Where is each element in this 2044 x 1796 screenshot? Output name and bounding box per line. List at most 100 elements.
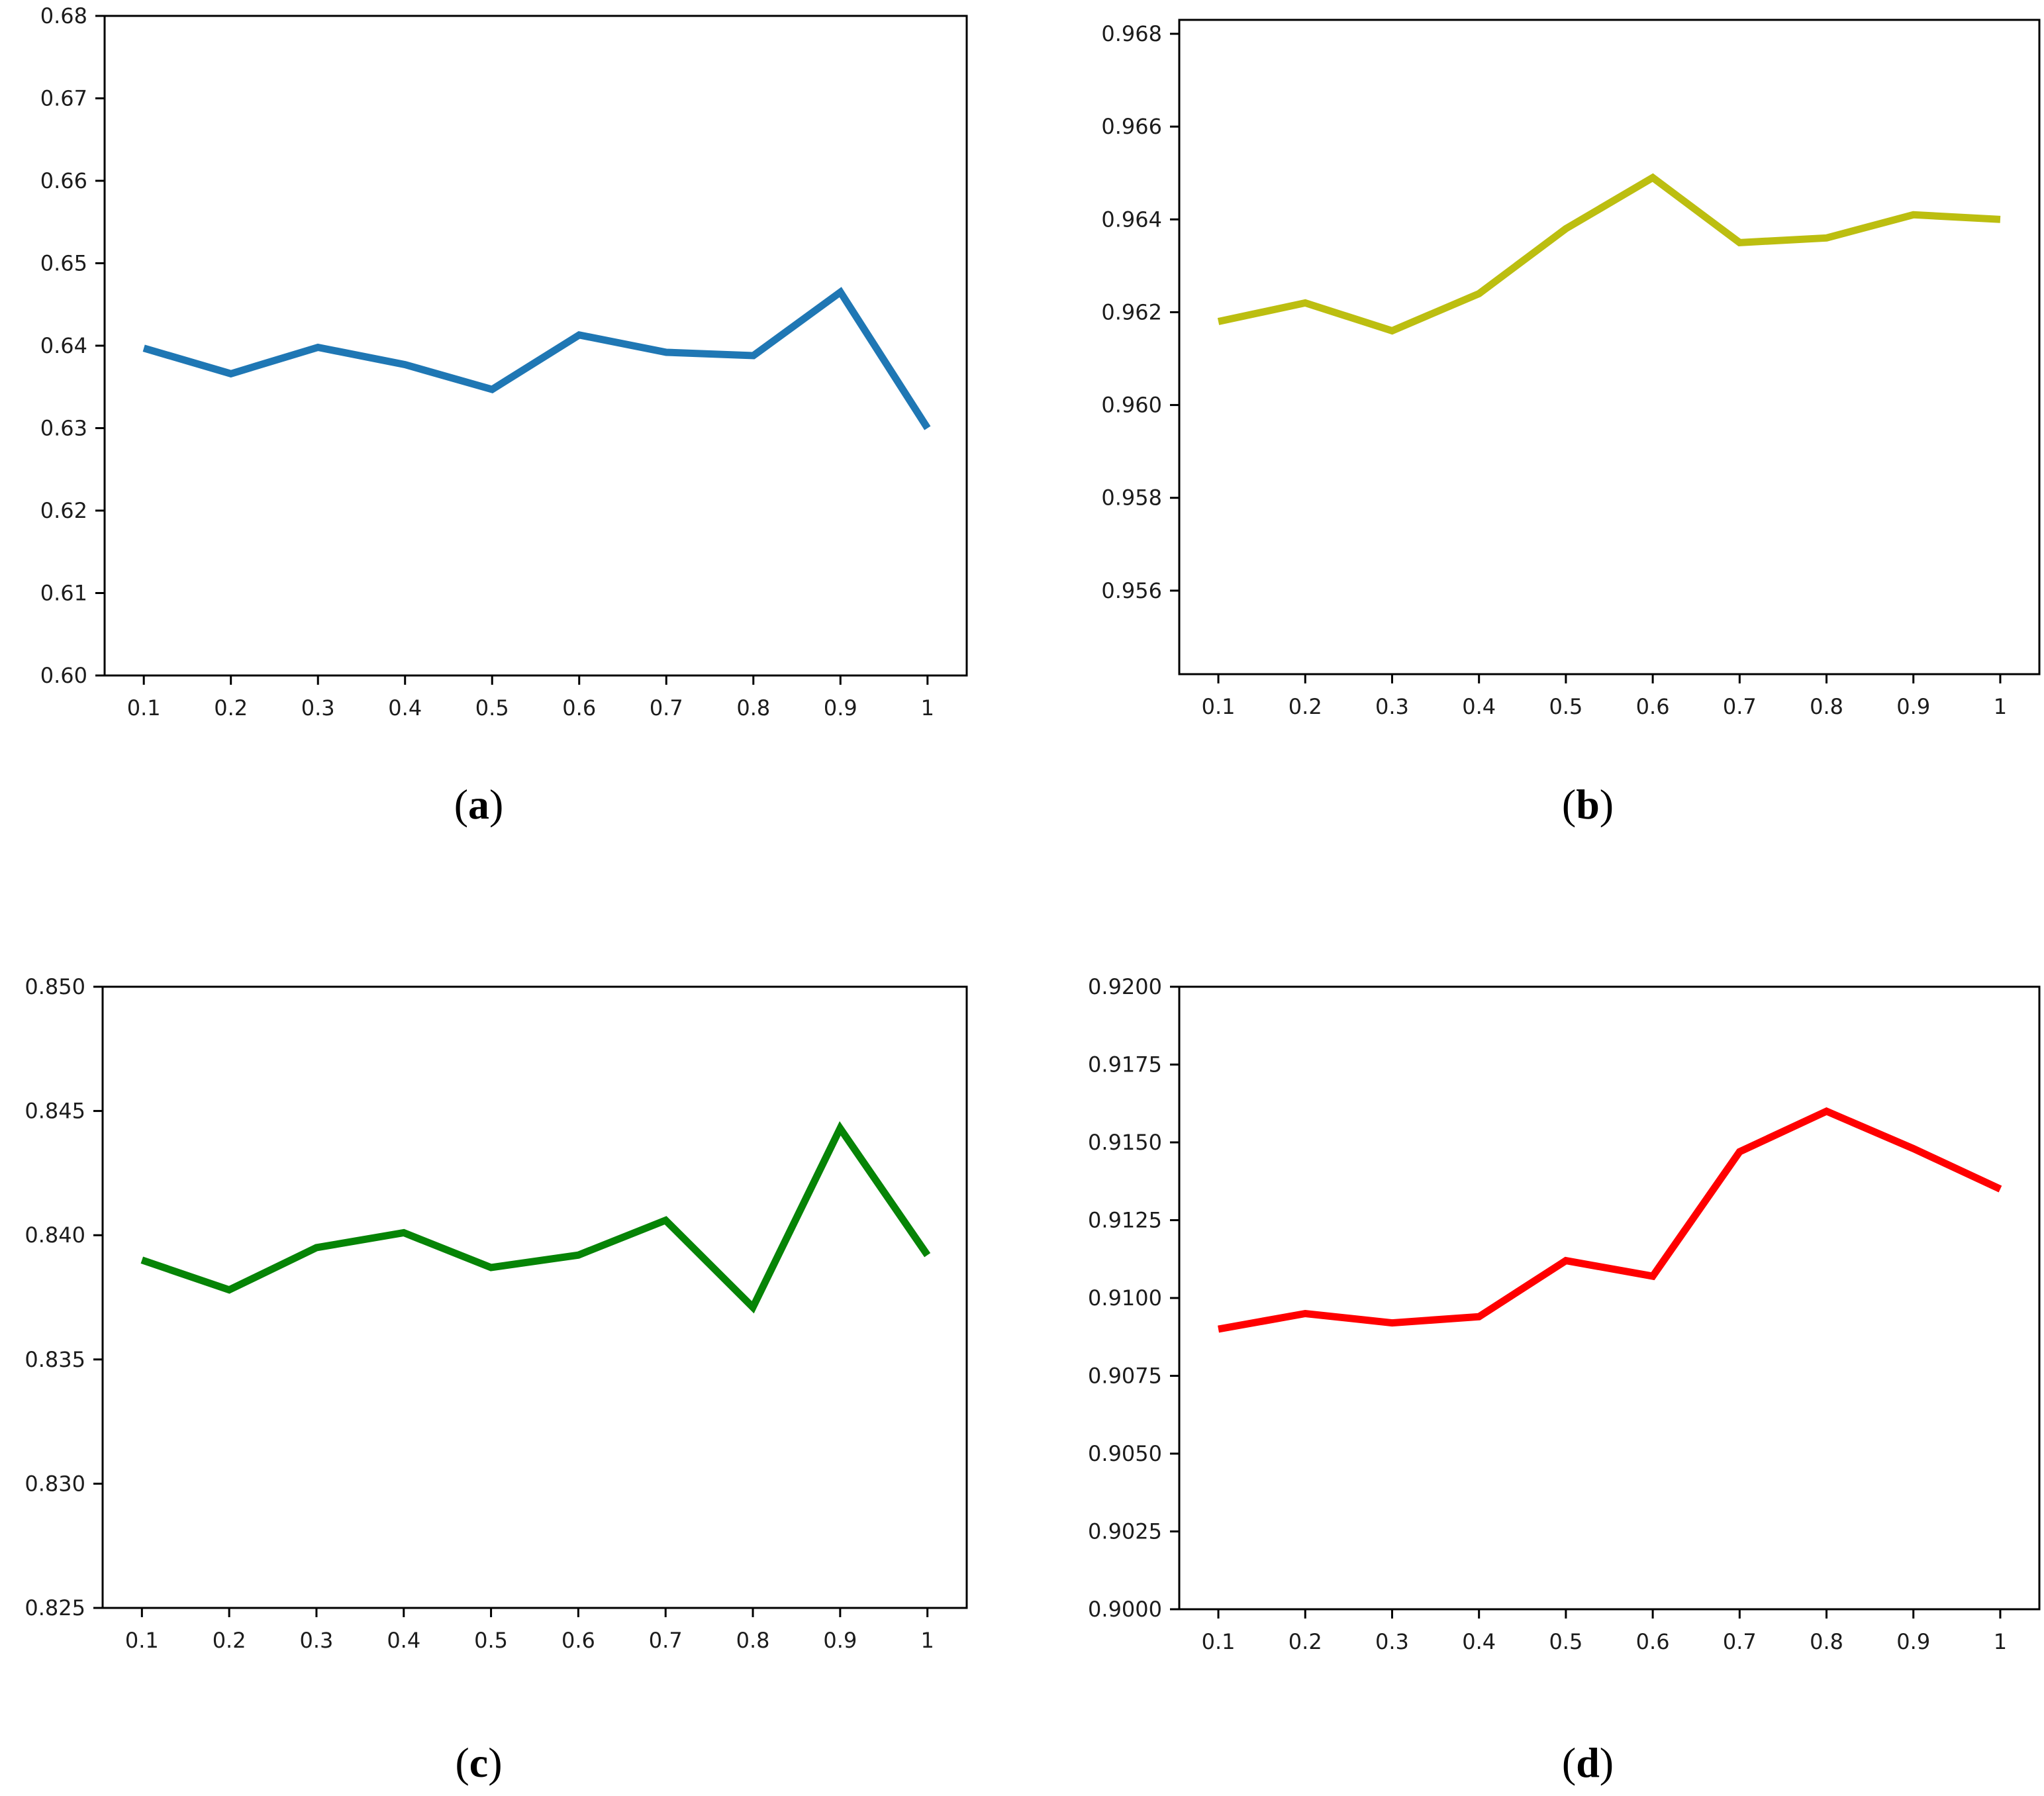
chart-a-plot: 0.600.610.620.630.640.650.660.670.680.1 0… <box>40 3 968 721</box>
y-tick-label: 0.62 <box>40 498 87 523</box>
y-tick-label: 0.65 <box>40 251 87 276</box>
y-tick-label: 0.67 <box>40 86 87 111</box>
y-tick-label: 0.9125 <box>1088 1208 1162 1233</box>
x-tick-label: 0.8 <box>736 1628 770 1653</box>
x-tick-label: 0.2 <box>1289 694 1322 719</box>
y-tick-label: 0.956 <box>1101 578 1162 603</box>
y-tick-label: 0.9200 <box>1088 974 1162 999</box>
x-tick-label: 0.7 <box>649 1628 683 1653</box>
data-line-b <box>1217 173 2001 335</box>
y-tick-label: 0.9100 <box>1088 1285 1162 1311</box>
data-line-d <box>1218 1107 2002 1333</box>
y-tick-label: 0.64 <box>40 333 87 358</box>
caption-c-open-paren: ( <box>455 1739 469 1786</box>
x-tick-label: 0.2 <box>1289 1629 1322 1654</box>
caption-d-letter: d <box>1576 1739 1600 1786</box>
x-tick-label: 0.9 <box>824 695 857 721</box>
y-tick-label: 0.9050 <box>1088 1441 1162 1466</box>
x-tick-label: 0.3 <box>1375 1629 1409 1654</box>
axes-spines <box>1178 19 2041 675</box>
x-tick-label: 0.7 <box>650 695 683 721</box>
y-tick-label: 0.9000 <box>1088 1597 1162 1622</box>
y-tick-label: 0.966 <box>1101 114 1162 139</box>
y-tick-label: 0.960 <box>1101 393 1162 418</box>
caption-d-close-paren: ) <box>1599 1739 1614 1786</box>
caption-c-close-paren: ) <box>488 1739 503 1786</box>
caption-b-letter: b <box>1576 781 1600 828</box>
x-tick-label: 0.6 <box>1636 694 1670 719</box>
chart-b-plot: 0.956 0.958 0.960 0.962 0.964 0.966 0.968 0.1 0.… <box>1101 19 2041 719</box>
x-tick-label: 0.4 <box>387 1628 420 1653</box>
y-tick-label: 0.968 <box>1101 21 1162 46</box>
caption-b: (b) <box>1562 783 1614 826</box>
x-tick-label: 0.6 <box>561 1628 595 1653</box>
x-tick-label: 0.5 <box>1549 694 1582 719</box>
caption-c-letter: c <box>469 1739 489 1786</box>
y-tick-label: 0.60 <box>40 663 87 688</box>
y-tick-label: 0.845 <box>24 1099 85 1124</box>
x-tick-label: 0.9 <box>1896 1629 1930 1654</box>
caption-d-open-paren: ( <box>1561 1739 1577 1786</box>
x-tick-label: 0.9 <box>1896 694 1930 719</box>
caption-a-open-paren: ( <box>454 781 468 828</box>
caption-a-letter: a <box>468 781 489 828</box>
x-tick-label: 1 <box>921 1628 934 1653</box>
y-tick-label: 0.61 <box>40 581 87 606</box>
y-tick-label: 0.850 <box>24 974 85 999</box>
y-tick-label: 0.66 <box>40 168 87 193</box>
y-tick-label: 0.63 <box>40 416 87 441</box>
x-tick-label: 0.2 <box>214 695 248 721</box>
subplot-a: 0.60 0.61 0.62 0.63 0.64 0.65 0.66 0.67 0.68 0.1 0… <box>0 0 1022 898</box>
x-tick-label: 0.4 <box>1462 694 1496 719</box>
y-tick-label: 0.9175 <box>1088 1052 1162 1077</box>
x-tick-label: 0.5 <box>475 695 509 721</box>
caption-b-open-paren: ( <box>1561 781 1577 828</box>
x-tick-label: 0.9 <box>823 1628 857 1653</box>
x-tick-label: 0.8 <box>1810 1629 1843 1654</box>
x-tick-label: 1 <box>921 695 934 721</box>
x-tick-label: 0.4 <box>1462 1629 1496 1654</box>
data-line-c <box>140 1121 931 1314</box>
axes-spines <box>103 15 968 677</box>
axes-spines <box>101 985 968 1609</box>
x-tick-label: 0.2 <box>213 1628 246 1653</box>
caption-b-close-paren: ) <box>1599 781 1614 828</box>
y-tick-label: 0.68 <box>40 3 87 28</box>
x-tick-label: 0.6 <box>1636 1629 1670 1654</box>
chart-c-plot: 0.825 0.830 0.835 0.840 0.845 0.850 0.1 0.2 0.3 0… <box>24 974 968 1653</box>
x-tick-label: 0.6 <box>562 695 596 721</box>
x-tick-label: 0.1 <box>125 1628 159 1653</box>
axes-spines <box>1178 985 2041 1611</box>
caption-a: (a) <box>454 783 504 826</box>
subplot-d: 0.9000 0.9025 0.9050 0.9075 0.9100 0.9125 0.91… <box>1022 898 2044 1796</box>
y-tick-label: 0.958 <box>1101 485 1162 511</box>
y-tick-label: 0.9025 <box>1088 1519 1162 1544</box>
x-tick-label: 0.8 <box>1810 694 1843 719</box>
y-tick-label: 0.830 <box>24 1471 85 1496</box>
x-tick-label: 0.4 <box>388 695 422 721</box>
x-tick-label: 0.8 <box>736 695 770 721</box>
x-tick-label: 0.1 <box>1202 1629 1236 1654</box>
y-tick-label: 0.962 <box>1101 299 1162 324</box>
subplot-b: 0.956 0.958 0.960 0.962 0.964 0.966 0.968 0.1 0.… <box>1022 0 2044 898</box>
x-tick-label: 0.7 <box>1723 1629 1757 1654</box>
data-line-a <box>142 287 931 430</box>
x-tick-label: 0.5 <box>474 1628 508 1653</box>
x-tick-label: 0.1 <box>127 695 161 721</box>
subplot-c: 0.825 0.830 0.835 0.840 0.845 0.850 0.1 0.2 0.3 0… <box>0 898 1022 1796</box>
x-tick-label: 0.7 <box>1723 694 1757 719</box>
x-tick-label: 0.1 <box>1202 694 1236 719</box>
y-tick-label: 0.825 <box>24 1595 85 1621</box>
caption-a-close-paren: ) <box>489 781 504 828</box>
x-tick-label: 1 <box>1994 694 2007 719</box>
y-tick-label: 0.9150 <box>1088 1130 1162 1155</box>
x-tick-label: 0.3 <box>300 1628 334 1653</box>
chart-d-plot: 0.90000.90250.90500.90750.91000.91250.91… <box>1088 974 2041 1654</box>
y-tick-label: 0.964 <box>1101 207 1162 232</box>
caption-d: (d) <box>1562 1742 1614 1784</box>
x-tick-label: 0.5 <box>1549 1629 1582 1654</box>
y-tick-label: 0.835 <box>24 1347 85 1372</box>
x-tick-label: 0.3 <box>1375 694 1409 719</box>
caption-c: (c) <box>455 1742 502 1784</box>
